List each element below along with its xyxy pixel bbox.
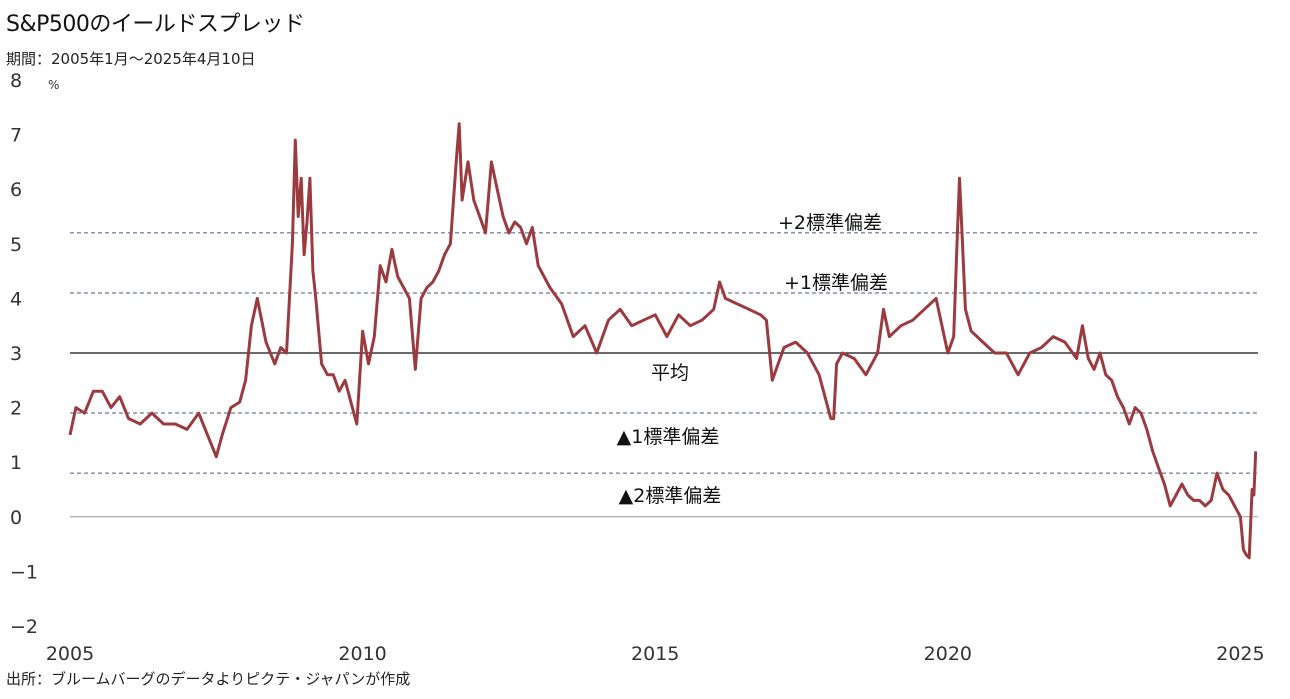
- x-tick-label: 2010: [338, 643, 386, 665]
- x-tick-label: 2005: [46, 643, 94, 665]
- y-tick-label: 3: [10, 343, 22, 365]
- chart-subtitle: 期間：2005年1月～2025年4月10日: [6, 50, 256, 68]
- y-tick-label: 1: [10, 452, 22, 474]
- y-tick-label: 0: [10, 507, 22, 529]
- source-note: 出所：ブルームバーグのデータよりピクテ・ジャパンが作成: [6, 670, 411, 688]
- reference-line-label: ▲2標準偏差: [619, 485, 722, 507]
- chart-title: S&P500のイールドスプレッド: [6, 12, 305, 37]
- y-tick-label: 5: [10, 234, 22, 256]
- reference-line-label: +2標準偏差: [778, 212, 882, 234]
- x-tick-label: 2015: [631, 643, 679, 665]
- x-tick-label: 2020: [924, 643, 972, 665]
- y-tick-label: 6: [10, 179, 22, 201]
- y-unit-label: %: [48, 78, 59, 92]
- y-tick-label: −2: [10, 616, 38, 638]
- y-tick-label: 8: [10, 70, 22, 92]
- y-tick-label: 2: [10, 398, 22, 420]
- x-tick-label: 2025: [1216, 643, 1264, 665]
- y-tick-label: 4: [10, 288, 22, 310]
- y-tick-label: 7: [10, 125, 22, 147]
- reference-line-label: 平均: [651, 362, 689, 384]
- reference-line-label: ▲1標準偏差: [617, 426, 720, 448]
- series-line: [68, 122, 1258, 560]
- y-tick-label: −1: [10, 561, 38, 583]
- reference-line-label: +1標準偏差: [784, 272, 888, 294]
